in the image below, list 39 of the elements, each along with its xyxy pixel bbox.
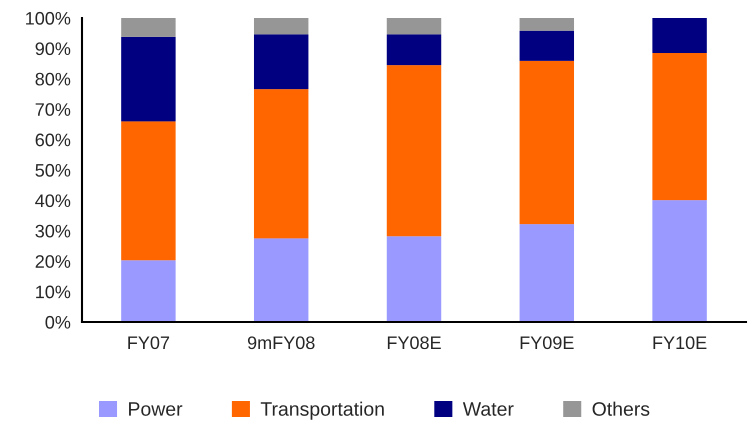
bar [121, 18, 176, 37]
bar [121, 260, 176, 322]
x-tick-label: FY07 [128, 336, 170, 350]
bar [121, 36, 176, 122]
x-tick-label: FY08E [388, 336, 441, 350]
bar [520, 18, 574, 31]
bar [652, 200, 707, 322]
bar [386, 236, 442, 322]
legend-label: Power [129, 402, 182, 416]
y-tick-label: 40% [35, 194, 70, 208]
legend-label: Water [462, 402, 514, 416]
bar [652, 18, 707, 53]
x-tick-label: FY10E [653, 336, 706, 350]
y-tick-label: 100% [26, 12, 70, 25]
legend-label: Transportation [260, 402, 384, 420]
bar [121, 121, 176, 260]
y-tick-label: 80% [36, 72, 70, 86]
y-tick-label: 90% [36, 42, 70, 56]
bar [520, 30, 574, 61]
bar [520, 60, 574, 224]
bar [254, 238, 308, 322]
x-tick-label: 9mFY08 [248, 336, 315, 350]
x-tick-label: FY09E [520, 336, 574, 350]
y-tick-label: 60% [36, 134, 70, 146]
y-tick-label: 50% [35, 164, 70, 177]
bar [254, 89, 308, 238]
bar [386, 65, 442, 236]
bar [520, 224, 574, 322]
bar [386, 18, 442, 34]
y-tick-label: 10% [36, 286, 70, 298]
bar [652, 52, 707, 200]
bar [254, 18, 308, 34]
bar [254, 34, 308, 90]
y-tick-label: 0% [46, 316, 70, 329]
y-tick-label: 20% [36, 255, 70, 268]
y-tick-label: 70% [36, 103, 70, 116]
y-tick-label: 30% [35, 224, 70, 238]
legend-label: Others [592, 402, 650, 416]
bar [386, 34, 442, 66]
